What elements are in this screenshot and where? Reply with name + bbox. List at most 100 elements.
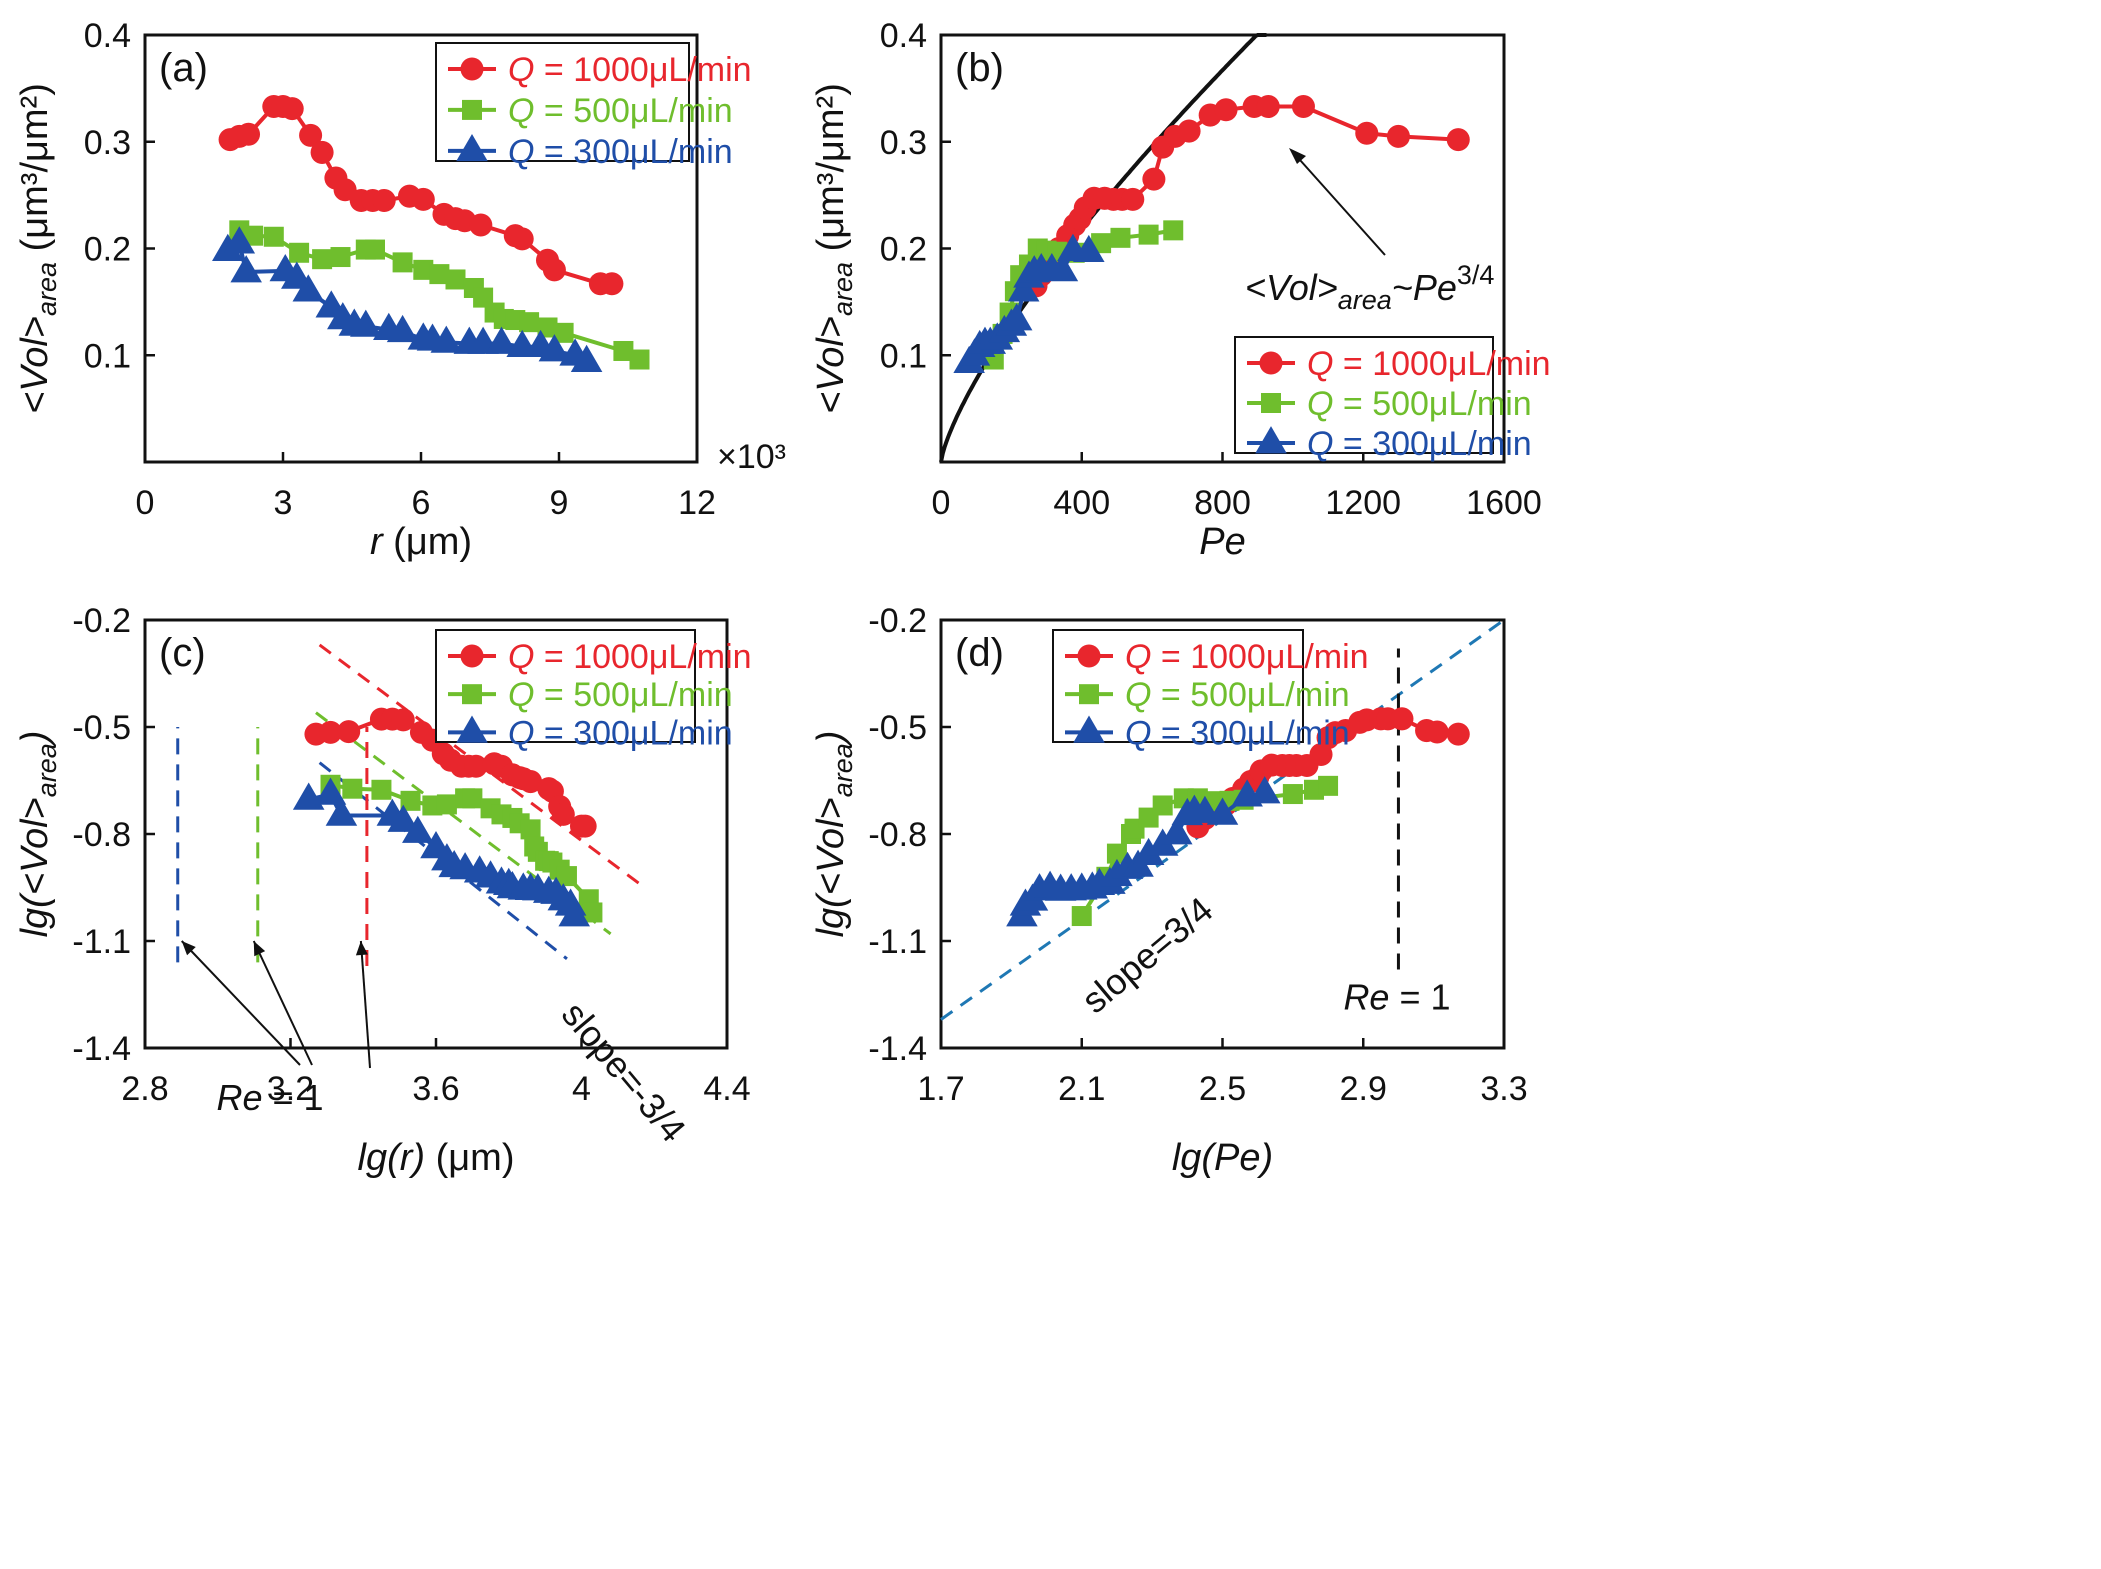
panel-b: 0 400 800 1200 1600 0.1 0.2 0.3 0.4 (b) Pe <Vol>are… [810, 17, 1551, 563]
data-point-red [1446, 128, 1470, 152]
y-tick-label: -0.2 [868, 602, 927, 640]
y-tick-label: 0.1 [84, 337, 131, 375]
data-point-green [400, 790, 421, 811]
data-point-blue [1073, 234, 1105, 263]
y-axis-label: <Vol>area (μm³/μm²) [810, 83, 858, 414]
data-point-green [1163, 220, 1184, 241]
y-tick-label: 0.1 [880, 337, 927, 375]
x-tick-label: 0 [136, 484, 155, 522]
data-point-green [1152, 795, 1173, 816]
panel-label: (c) [159, 631, 206, 675]
legend-entry: Q = 500μL/min [1307, 385, 1532, 423]
legend-marker [1077, 644, 1101, 668]
legend-entry: Q = 500μL/min [508, 92, 733, 130]
re-arrow-head [181, 941, 196, 956]
data-point-blue [430, 325, 463, 353]
data-point-blue [292, 274, 325, 302]
panel-c: 2.8 3.2 3.6 4 4.4 -1.4 -1.1 -0.8 -0.5 -0.2 (c) lg(r… [14, 602, 752, 1179]
data-point-blue [1248, 776, 1281, 804]
legend-entry: Q = 500μL/min [508, 676, 733, 714]
legend-marker [1255, 426, 1287, 454]
data-point-red [411, 187, 435, 211]
data-point-green [371, 779, 392, 800]
data-point-green [392, 252, 413, 273]
data-point-green [342, 778, 363, 799]
data-point-red [1386, 124, 1410, 148]
legend-marker [1079, 684, 1099, 705]
data-point-red [1390, 707, 1414, 731]
data-point-green [429, 264, 450, 285]
data-point-green [1318, 775, 1339, 796]
data-point-red [299, 123, 323, 147]
data-point-red [551, 802, 575, 826]
data-point-red [1256, 95, 1280, 119]
data-point-blue [558, 899, 591, 927]
y-tick-label: 0.2 [84, 231, 131, 269]
legend-entry: Q = 300μL/min [508, 714, 733, 752]
data-point-blue [1160, 817, 1193, 845]
panel-label: (a) [159, 46, 208, 90]
legend-marker [456, 715, 488, 743]
x-multiplier-label: ×10³ [717, 438, 786, 476]
data-point-blue [387, 804, 420, 832]
y-tick-label: -0.2 [72, 602, 131, 640]
y-tick-label: -0.5 [868, 709, 927, 747]
data-point-red [510, 227, 534, 251]
x-axis-label: lg(Pe) [1172, 1137, 1273, 1179]
legend-marker [456, 133, 488, 162]
y-axis-label: lg(<Vol>area) [14, 731, 62, 938]
x-axis-label: Pe [1199, 521, 1245, 563]
data-point-red [1446, 722, 1470, 746]
data-point-red [464, 754, 488, 778]
panel-label: (d) [955, 631, 1004, 675]
fit-arrow-line [1299, 159, 1386, 256]
data-point-blue [230, 255, 262, 283]
y-tick-label: -1.1 [868, 923, 927, 961]
data-point-green [289, 242, 310, 263]
data-point-blue [223, 226, 256, 254]
data-point-blue [325, 798, 358, 826]
x-axis-label: r (μm) [370, 521, 472, 563]
y-tick-label: -0.8 [72, 816, 131, 854]
x-tick-label: 800 [1194, 484, 1251, 522]
data-point-blue [485, 326, 518, 354]
data-point-green [413, 259, 434, 280]
data-point-red [519, 770, 543, 794]
re-arrow-line [359, 940, 371, 1069]
data-point-green [1071, 906, 1092, 927]
y-tick-label: -0.8 [868, 816, 927, 854]
data-point-blue [314, 777, 347, 805]
legend-marker [1073, 715, 1105, 743]
data-point-blue [1206, 797, 1239, 825]
data-point-red [1355, 121, 1379, 145]
data-point-blue [1046, 254, 1079, 282]
y-axis-label: lg(<Vol>area) [810, 731, 858, 938]
x-tick-label: 400 [1053, 484, 1110, 522]
legend-entry: Q = 1000μL/min [1307, 345, 1551, 383]
data-point-green [1106, 843, 1127, 864]
data-point-green [553, 322, 574, 343]
legend-marker [462, 684, 482, 705]
y-tick-label: -1.4 [868, 1030, 927, 1068]
re-arrow-line [252, 940, 313, 1066]
guide-line-green [315, 711, 612, 936]
data-point-red [1142, 167, 1166, 191]
x-tick-label: 4 [572, 1070, 591, 1108]
data-point-green [462, 788, 483, 809]
data-point-green [537, 317, 558, 338]
x-tick-label: 3.2 [267, 1070, 314, 1108]
y-tick-label: 0.2 [880, 231, 927, 269]
data-point-red [1121, 187, 1145, 211]
data-point-green [1110, 227, 1131, 248]
data-point-blue [570, 344, 603, 372]
legend-entry: Q = 1000μL/min [508, 51, 752, 89]
data-point-green [445, 269, 466, 290]
legend-entry: Q = 500μL/min [1125, 676, 1350, 714]
panel-d: 1.7 2.1 2.5 2.9 3.3 -1.4 -1.1 -0.8 -0.5 -0.2 (d) lg… [810, 602, 1528, 1179]
y-tick-label: -1.1 [72, 923, 131, 961]
x-tick-label: 9 [550, 484, 569, 522]
data-point-red [600, 272, 624, 296]
